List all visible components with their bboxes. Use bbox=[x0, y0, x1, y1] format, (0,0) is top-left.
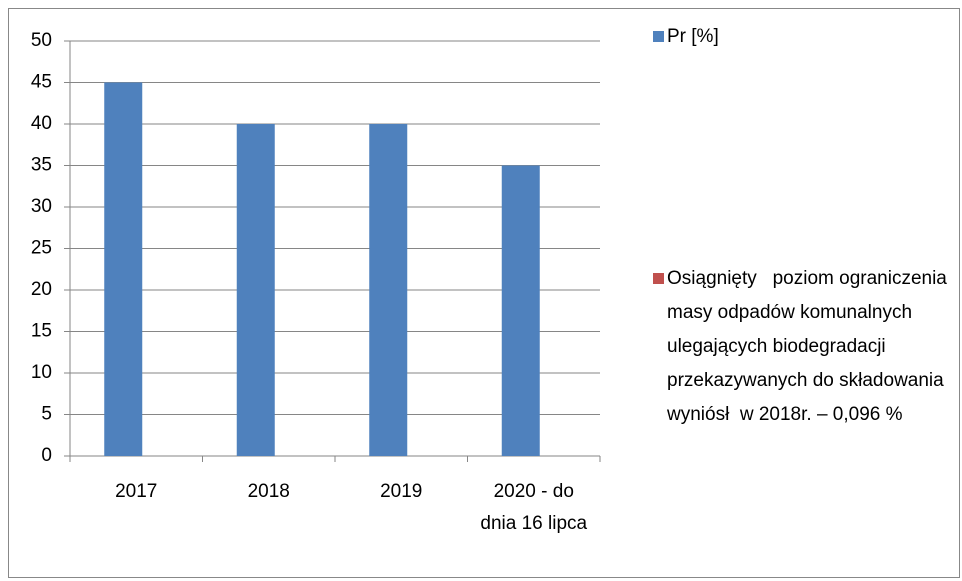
y-tick-label: 20 bbox=[31, 279, 52, 300]
y-tick-label: 15 bbox=[31, 321, 52, 342]
y-tick-label: 40 bbox=[31, 113, 52, 134]
x-tick-label: 2018 bbox=[247, 481, 290, 502]
x-tick-label: 2019 bbox=[380, 481, 423, 502]
legend-swatch bbox=[653, 31, 664, 42]
bar bbox=[104, 82, 143, 456]
bar bbox=[501, 165, 540, 456]
legend-swatch bbox=[653, 273, 664, 284]
y-tick-label: 25 bbox=[31, 238, 52, 259]
y-tick-label: 10 bbox=[31, 362, 52, 383]
y-tick-label: 45 bbox=[31, 72, 52, 93]
bar bbox=[369, 124, 408, 456]
y-tick-label: 0 bbox=[41, 445, 52, 466]
y-tick-label: 35 bbox=[31, 155, 52, 176]
y-tick-label: 50 bbox=[31, 30, 52, 51]
bar bbox=[236, 124, 275, 456]
legend-label: Pr [%] bbox=[667, 26, 719, 47]
legend-label: Osiągnięty poziom ograniczenia masy odpa… bbox=[667, 268, 953, 425]
y-tick-label: 30 bbox=[31, 196, 52, 217]
chart-border bbox=[8, 8, 960, 578]
y-tick-label: 5 bbox=[41, 404, 52, 425]
x-tick-label: 2017 bbox=[115, 481, 158, 502]
x-tick-label: 2020 - do dnia 16 lipca bbox=[480, 481, 588, 534]
